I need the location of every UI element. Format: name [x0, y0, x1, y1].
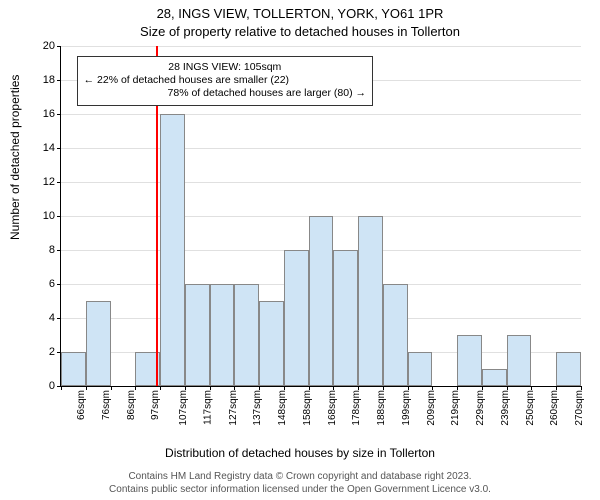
histogram-bar: [160, 114, 185, 386]
ytick-label: 20: [43, 40, 55, 52]
ytick-label: 8: [49, 244, 55, 256]
ytick-label: 0: [49, 380, 55, 392]
ytick-mark: [57, 80, 61, 81]
annotation-line-1: 28 INGS VIEW: 105sqm: [84, 61, 366, 74]
xtick-mark: [383, 386, 384, 390]
histogram-bar: [210, 284, 235, 386]
histogram-bar: [383, 284, 408, 386]
xtick-label: 127sqm: [227, 390, 238, 426]
chart-title-main: 28, INGS VIEW, TOLLERTON, YORK, YO61 1PR: [0, 6, 600, 21]
xtick-mark: [457, 386, 458, 390]
xtick-label: 117sqm: [202, 390, 213, 425]
gridline: [61, 46, 581, 47]
chart-title-sub: Size of property relative to detached ho…: [0, 24, 600, 39]
footer-line-1: Contains HM Land Registry data © Crown c…: [0, 471, 600, 484]
histogram-bar: [259, 301, 284, 386]
xtick-mark: [531, 386, 532, 390]
xtick-mark: [135, 386, 136, 390]
xtick-mark: [482, 386, 483, 390]
xtick-mark: [210, 386, 211, 390]
ytick-mark: [57, 250, 61, 251]
xtick-mark: [333, 386, 334, 390]
xtick-mark: [284, 386, 285, 390]
xtick-label: 148sqm: [277, 390, 288, 426]
ytick-mark: [57, 318, 61, 319]
xtick-mark: [358, 386, 359, 390]
histogram-bar: [358, 216, 383, 386]
xtick-label: 76sqm: [101, 390, 112, 420]
ytick-label: 12: [43, 176, 55, 188]
xtick-label: 270sqm: [574, 390, 585, 426]
ytick-mark: [57, 114, 61, 115]
ytick-mark: [57, 148, 61, 149]
gridline: [61, 148, 581, 149]
xtick-label: 229sqm: [475, 390, 486, 426]
xtick-label: 199sqm: [401, 390, 412, 426]
xtick-mark: [309, 386, 310, 390]
plot-area: 0246810121416182066sqm76sqm86sqm97sqm107…: [60, 46, 581, 387]
ytick-label: 4: [49, 312, 55, 324]
xtick-label: 86sqm: [126, 390, 137, 420]
xtick-label: 260sqm: [549, 390, 560, 426]
xtick-label: 239sqm: [500, 390, 511, 426]
x-axis-label: Distribution of detached houses by size …: [0, 446, 600, 460]
xtick-mark: [507, 386, 508, 390]
xtick-mark: [86, 386, 87, 390]
xtick-label: 137sqm: [252, 390, 263, 426]
xtick-mark: [259, 386, 260, 390]
xtick-label: 250sqm: [524, 390, 535, 426]
ytick-mark: [57, 182, 61, 183]
ytick-label: 2: [49, 346, 55, 358]
ytick-label: 18: [43, 74, 55, 86]
histogram-bar: [284, 250, 309, 386]
footer-line-2: Contains public sector information licen…: [0, 484, 600, 497]
histogram-bar: [309, 216, 334, 386]
histogram-bar: [507, 335, 532, 386]
xtick-label: 66sqm: [76, 390, 87, 420]
xtick-label: 168sqm: [326, 390, 337, 426]
xtick-mark: [432, 386, 433, 390]
histogram-bar: [482, 369, 507, 386]
xtick-mark: [556, 386, 557, 390]
y-axis-label: Number of detached properties: [8, 75, 22, 240]
footer-attribution: Contains HM Land Registry data © Crown c…: [0, 471, 600, 496]
histogram-bar: [457, 335, 482, 386]
annotation-line-3: 78% of detached houses are larger (80) →: [84, 87, 366, 100]
histogram-bar: [86, 301, 111, 386]
ytick-label: 14: [43, 142, 55, 154]
xtick-mark: [160, 386, 161, 390]
annotation-line-2: ← 22% of detached houses are smaller (22…: [84, 74, 366, 87]
histogram-bar: [333, 250, 358, 386]
xtick-label: 219sqm: [450, 390, 461, 426]
ytick-mark: [57, 46, 61, 47]
xtick-label: 158sqm: [302, 390, 313, 426]
gridline: [61, 114, 581, 115]
xtick-mark: [61, 386, 62, 390]
ytick-label: 16: [43, 108, 55, 120]
xtick-label: 209sqm: [425, 390, 436, 426]
xtick-mark: [185, 386, 186, 390]
ytick-mark: [57, 284, 61, 285]
xtick-mark: [111, 386, 112, 390]
histogram-bar: [61, 352, 86, 386]
xtick-label: 188sqm: [376, 390, 387, 426]
ytick-label: 10: [43, 210, 55, 222]
xtick-label: 97sqm: [150, 390, 161, 420]
xtick-mark: [234, 386, 235, 390]
histogram-bar: [556, 352, 581, 386]
histogram-bar: [408, 352, 433, 386]
xtick-label: 178sqm: [351, 390, 362, 426]
xtick-mark: [408, 386, 409, 390]
ytick-label: 6: [49, 278, 55, 290]
gridline: [61, 182, 581, 183]
xtick-mark: [581, 386, 582, 390]
annotation-box: 28 INGS VIEW: 105sqm← 22% of detached ho…: [77, 56, 373, 105]
ytick-mark: [57, 216, 61, 217]
histogram-bar: [234, 284, 259, 386]
histogram-bar: [185, 284, 210, 386]
xtick-label: 107sqm: [178, 390, 189, 426]
